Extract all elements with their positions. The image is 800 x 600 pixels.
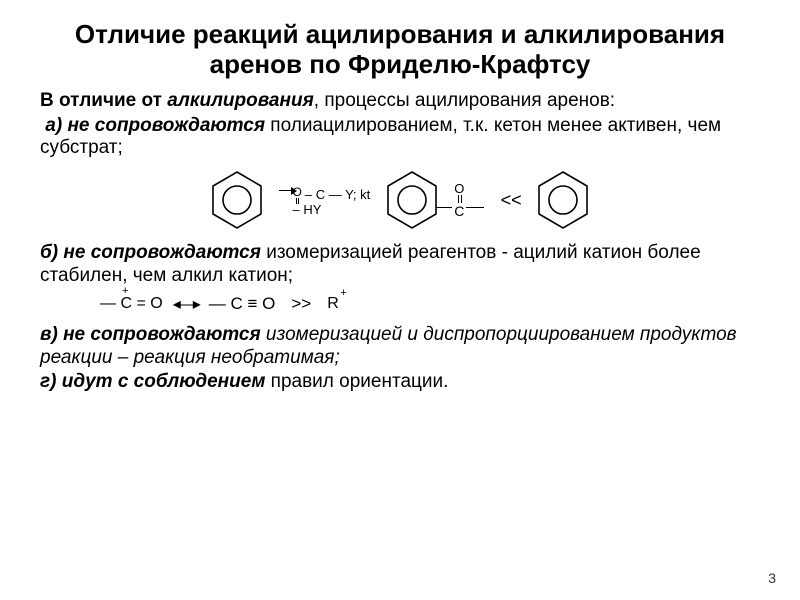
benzene-icon — [209, 168, 265, 232]
point-a-label: а) не сопровождаются — [45, 115, 265, 136]
ketone-fragment-icon: O C — [436, 182, 486, 218]
product-phenyl-ketone: O C — [384, 168, 486, 232]
acylium-form2: — C ≡ O — [209, 294, 276, 314]
intro-em: алкилирования — [167, 90, 314, 111]
r-label: R — [327, 295, 339, 312]
much-greater-symbol: >> — [291, 294, 311, 314]
slide-title: Отличие реакций ацилирования и алкилиров… — [40, 20, 760, 80]
much-less-symbol: << — [500, 190, 521, 211]
page-number: 3 — [768, 570, 776, 586]
point-b-label: б) не сопровождаются — [40, 242, 261, 263]
reaction-scheme: O – C — Y; kt – HY O C — [40, 168, 760, 232]
resonance-arrow-icon: ◂—▸ — [173, 294, 199, 314]
benzene-icon — [535, 168, 591, 232]
point-d-label: г) идут с соблюдением — [40, 371, 265, 392]
slide: Отличие реакций ацилирования и алкилиров… — [0, 0, 800, 600]
point-c: в) не сопровождаются изомеризацией и дис… — [40, 324, 760, 370]
benzene-icon — [384, 168, 440, 232]
acyl-fragment-icon: O — [293, 186, 302, 205]
point-c-label: в) не сопровождаются — [40, 324, 261, 345]
acylium-form1: +— C = O — [100, 295, 163, 313]
point-d-rest: правил ориентации. — [265, 371, 448, 392]
intro-suffix: , процессы ацилирования аренов: — [314, 90, 615, 111]
alkyl-cation: R+ — [327, 295, 339, 313]
reagent-top: – C — Y; kt — [305, 188, 370, 202]
intro-prefix: В отличие от — [40, 90, 167, 111]
intro-paragraph: В отличие от алкилирования, процессы аци… — [40, 90, 760, 113]
resonance-scheme: +— C = O ◂—▸ — C ≡ O >> R+ — [100, 294, 760, 314]
point-d: г) идут с соблюдением правил ориентации. — [40, 371, 760, 394]
point-a: а) не сопровождаются полиацилированием, … — [40, 115, 760, 161]
point-b: б) не сопровождаются изомеризацией реаге… — [40, 242, 760, 288]
reagent-bottom: – HY — [293, 203, 371, 217]
reagent-block: O – C — Y; kt – HY — [279, 184, 371, 217]
